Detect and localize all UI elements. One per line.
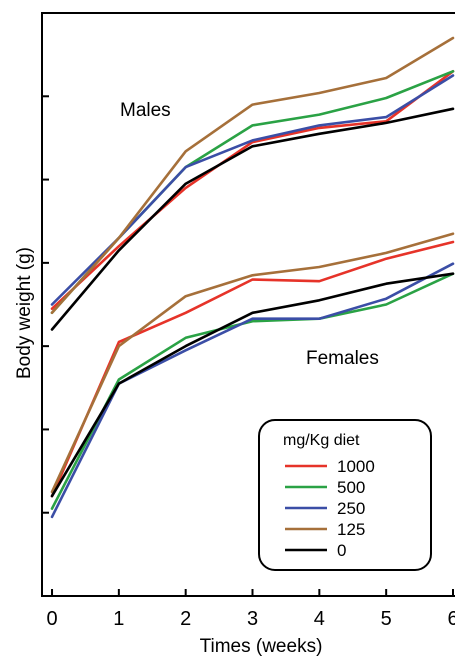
series-line-males-1000 [50,70,455,311]
group-label-females: Females [306,348,379,369]
series-line-males-0 [50,107,455,331]
x-ticks: 0 1 2 3 4 5 6 [46,589,455,630]
series-line-females-0 [50,272,455,498]
legend-title: mg/Kg diet [283,432,360,449]
series-line-males-250 [50,74,455,306]
legend-box [258,419,432,571]
x-tick-label: 3 [247,608,258,630]
x-tick-label: 5 [381,608,392,630]
x-tick-label: 1 [113,608,124,630]
series-line-males-125 [50,36,455,315]
legend-label: 500 [337,478,365,497]
legend-entries: 1000 500 250 125 0 [285,457,375,560]
x-tick-label: 2 [180,608,191,630]
x-tick-label: 6 [447,608,455,630]
x-tick-label: 4 [314,608,325,630]
y-axis-label: Body weight (g) [14,247,35,379]
legend-label: 0 [337,541,346,560]
series-group-females [50,232,455,519]
x-tick-label: 0 [46,608,57,630]
series-line-females-500 [50,272,455,510]
y-ticks [42,95,49,514]
group-label-males: Males [120,100,171,121]
legend-label: 250 [337,499,365,518]
series-layer [50,36,455,519]
series-line-females-125 [50,232,455,494]
series-group-males [50,36,455,331]
legend-label: 1000 [337,457,375,476]
series-line-females-1000 [50,240,455,498]
legend: mg/Kg diet 1000 500 250 125 0 [258,419,432,571]
legend-label: 125 [337,520,365,539]
x-axis-label: Times (weeks) [200,636,323,657]
